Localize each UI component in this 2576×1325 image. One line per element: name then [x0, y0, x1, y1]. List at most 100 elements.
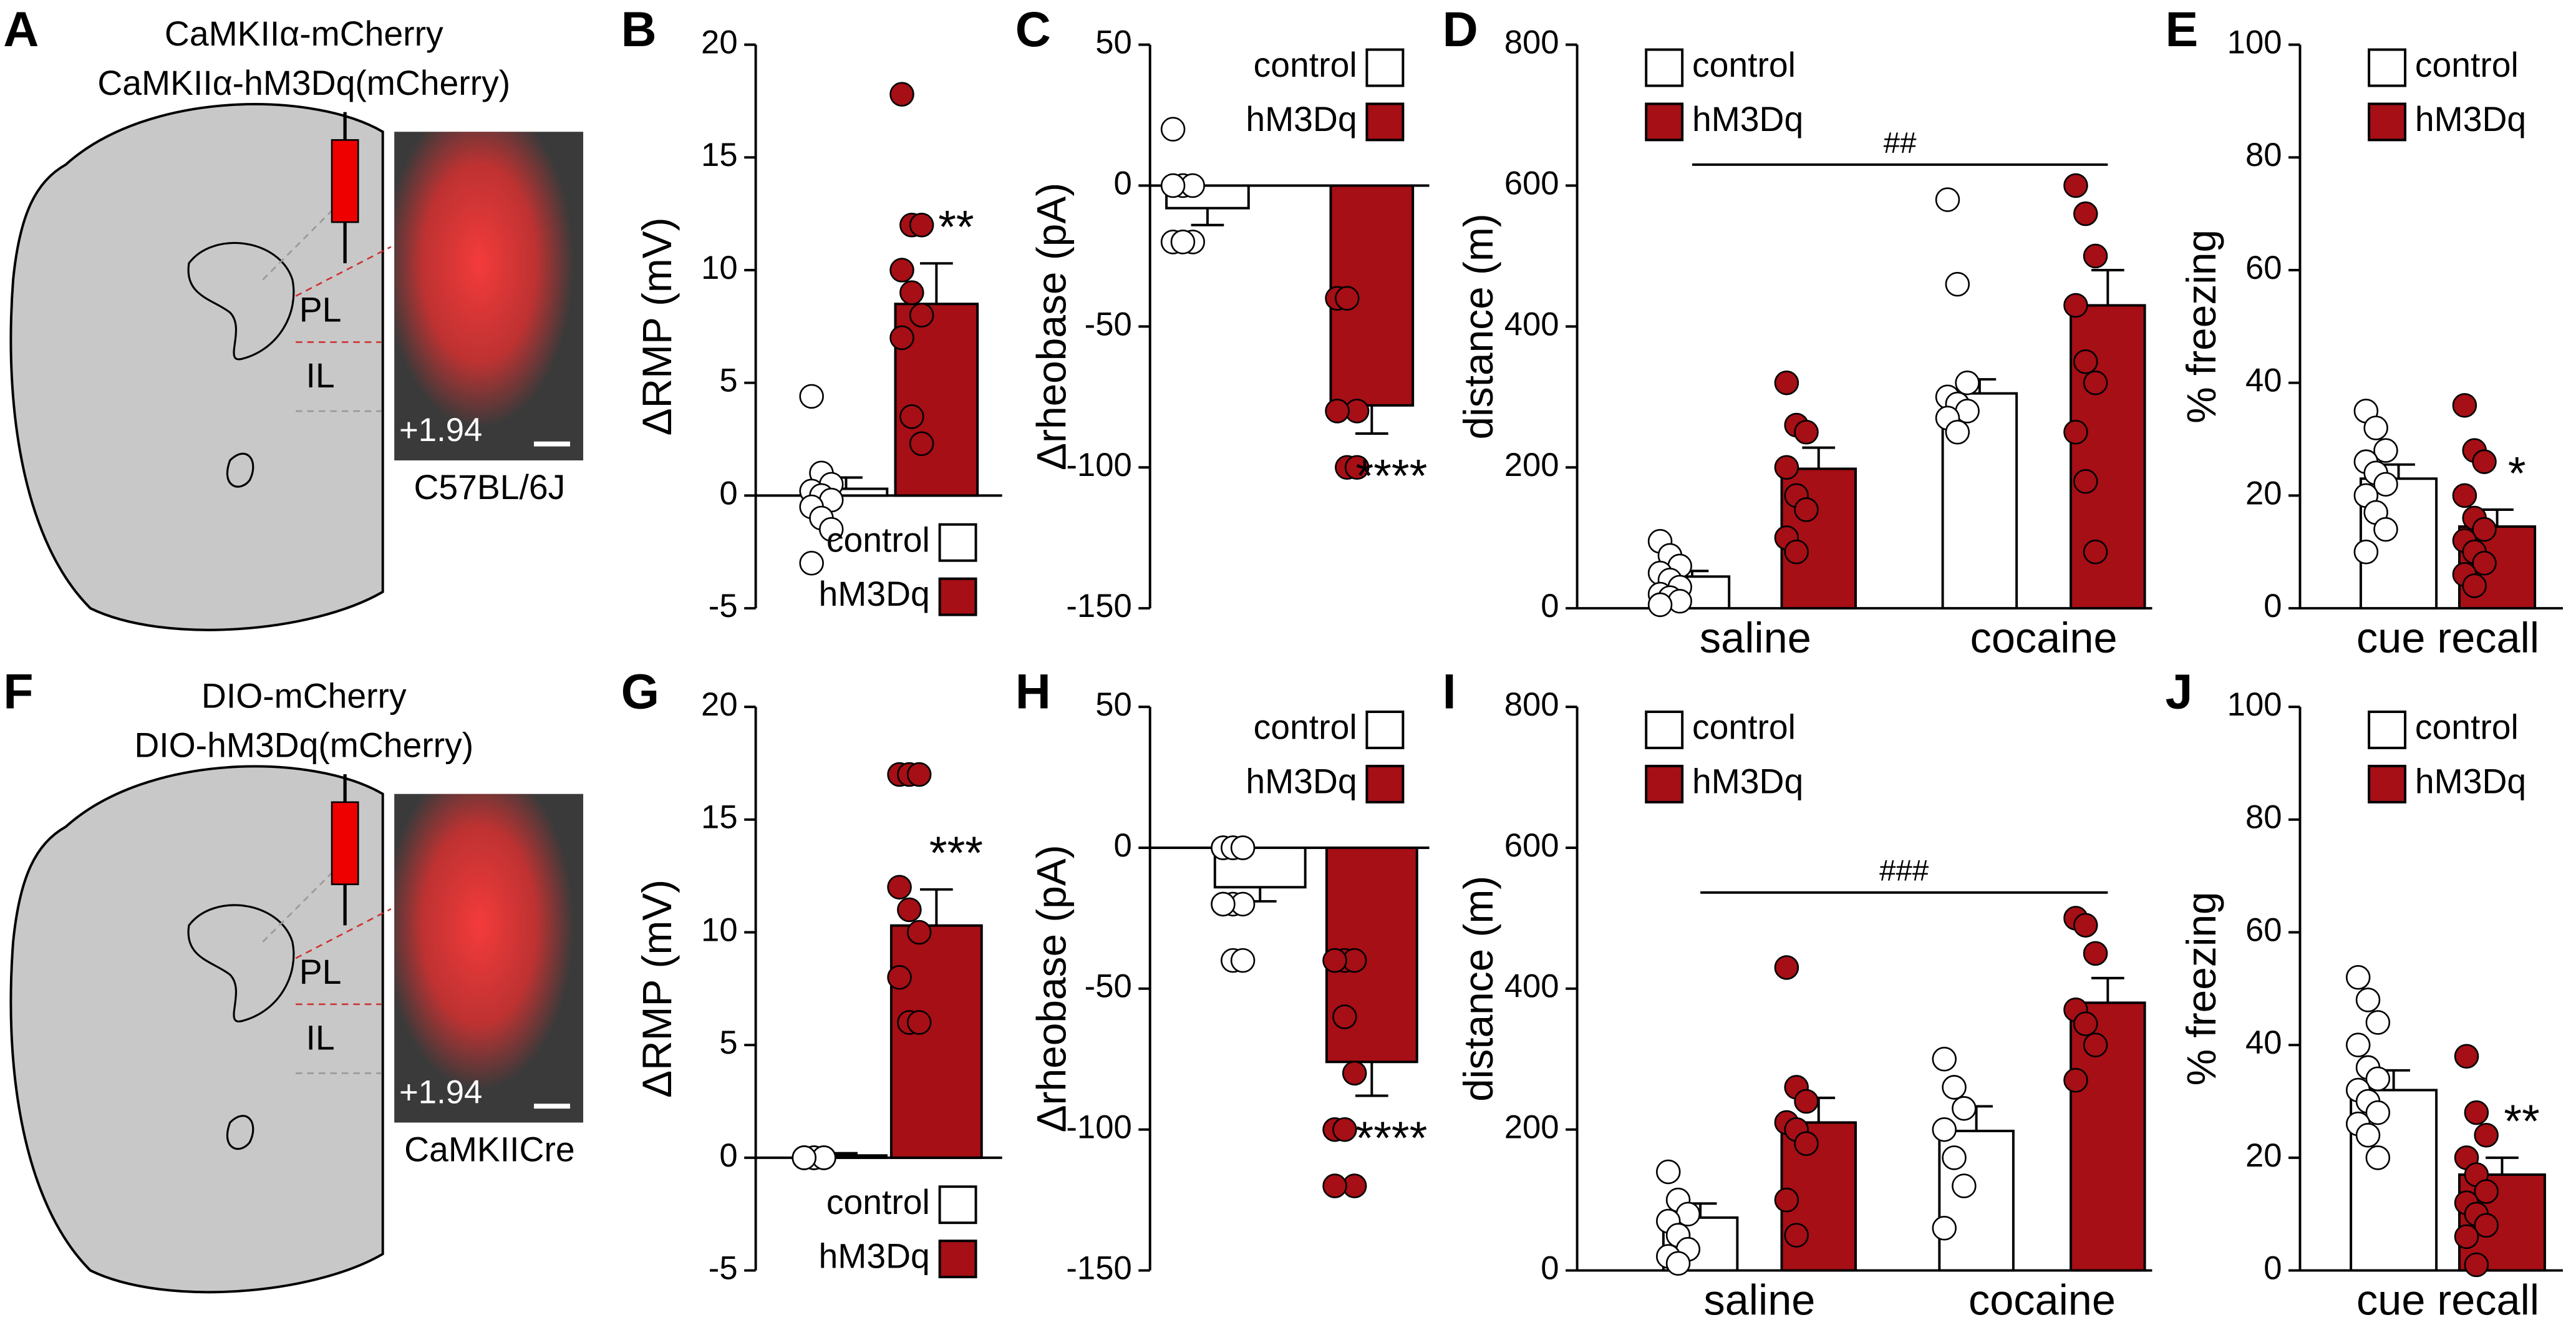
- schematic: A CaMKIIα-mCherry CaMKIIα-hM3Dq(mCherry) PL…: [3, 1, 584, 631]
- y-tick-label: 200: [1504, 1109, 1559, 1146]
- data-point: [2083, 370, 2108, 396]
- y-tick-label: 5: [719, 1024, 737, 1061]
- legend-swatch: [938, 1240, 977, 1279]
- data-point: [2063, 173, 2088, 198]
- data-point: [1230, 948, 1256, 973]
- data-point: [1342, 1060, 1367, 1086]
- legend-swatch: [2368, 102, 2407, 142]
- y-tick-label: 40: [2245, 1024, 2282, 1061]
- y-tick-label: -50: [1085, 968, 1132, 1005]
- legend-swatch: [1645, 711, 1684, 749]
- data-point: [2365, 1010, 2391, 1035]
- data-point: [1932, 1047, 1957, 1072]
- legend-swatch: [1645, 48, 1684, 87]
- chart: C Δrheobase (pA) -150 -100 -50 0 50 **** control…: [1015, 1, 1430, 624]
- legend-label: hM3Dq: [1692, 762, 1803, 801]
- significance-label: **: [2504, 1095, 2539, 1147]
- data-point: [2083, 539, 2108, 565]
- y-tick-label: 600: [1504, 827, 1559, 864]
- legend-label: hM3Dq: [2415, 762, 2526, 801]
- bar: [889, 924, 983, 1159]
- bar: [2070, 1001, 2146, 1272]
- chart: H Δrheobase (pA) -150 -100 -50 0 50 **** control…: [1015, 664, 1430, 1286]
- y-tick-label: -50: [1085, 306, 1132, 342]
- legend-label: hM3Dq: [1246, 762, 1357, 801]
- y-tick-label: 5: [719, 362, 737, 399]
- legend-swatch: [1645, 102, 1684, 142]
- syringe: [331, 801, 359, 885]
- legend-swatch: [2368, 711, 2407, 749]
- data-point: [2464, 1252, 2489, 1278]
- data-point: [2073, 201, 2098, 226]
- legend-swatch: [1365, 764, 1405, 803]
- data-point: [889, 258, 914, 283]
- chart: G ΔRMP (mV) -5 0 5 10 15 20 *** control hM3Dq: [621, 664, 1002, 1286]
- y-tick-label: 0: [1113, 827, 1131, 864]
- construct-label: DIO-mCherry: [201, 677, 407, 716]
- legend-label: hM3Dq: [819, 1237, 930, 1276]
- x-tick-label: cocaine: [1970, 614, 2118, 662]
- data-point: [1932, 1117, 1957, 1142]
- chart: J % freezing 0 20 40 60 80 100 ** cue recall contr…: [2166, 664, 2563, 1324]
- data-point: [2365, 1145, 2391, 1170]
- brain-outline: [9, 765, 384, 1294]
- panel-letter: D: [1443, 1, 1478, 57]
- legend-label: hM3Dq: [1246, 100, 1357, 138]
- legend-swatch: [938, 1185, 977, 1225]
- data-point: [2464, 1100, 2489, 1125]
- bracket-label: ##: [1884, 127, 1917, 160]
- y-tick-label: 10: [701, 250, 738, 286]
- strain-label: CaMKIICre: [404, 1130, 574, 1169]
- data-point: [2472, 551, 2497, 576]
- data-point: [2454, 1044, 2479, 1069]
- panel-letter: I: [1443, 664, 1456, 719]
- data-point: [1230, 835, 1256, 860]
- y-tick-label: 80: [2245, 137, 2282, 173]
- y-tick-label: 0: [1541, 588, 1559, 624]
- data-point: [1945, 271, 1970, 297]
- y-tick-label: 0: [719, 1137, 737, 1174]
- significance-label: ***: [929, 827, 983, 879]
- y-tick-label: 800: [1504, 686, 1559, 723]
- region-label: PL: [299, 953, 342, 991]
- y-tick-label: 40: [2245, 362, 2282, 399]
- chart: E % freezing 0 20 40 60 80 100 * cue recall contro…: [2166, 1, 2563, 662]
- data-point: [2474, 1213, 2499, 1238]
- data-point: [906, 1010, 932, 1035]
- region-label: IL: [306, 356, 335, 395]
- legend-swatch: [938, 577, 977, 616]
- data-point: [1794, 420, 1819, 445]
- data-point: [899, 404, 924, 429]
- y-tick-label: 50: [1095, 686, 1132, 723]
- data-point: [2452, 393, 2477, 418]
- y-tick-label: 15: [701, 799, 738, 836]
- data-point: [1332, 1117, 1357, 1142]
- y-axis-label: ΔRMP (mV): [634, 217, 680, 435]
- data-point: [909, 303, 934, 328]
- data-point: [1344, 455, 1370, 480]
- y-tick-label: 20: [2245, 1137, 2282, 1174]
- coordinate-label: +1.94: [399, 1074, 482, 1111]
- commissure: [226, 1115, 254, 1150]
- y-tick-label: 400: [1504, 306, 1559, 342]
- y-tick-label: 100: [2227, 686, 2282, 723]
- y-tick-label: 20: [701, 686, 738, 723]
- data-point: [1647, 592, 1673, 618]
- data-point: [889, 325, 914, 351]
- legend-label: control: [1254, 46, 1357, 84]
- panel-letter: E: [2166, 1, 2199, 57]
- data-point: [1794, 1131, 1819, 1157]
- chart: B ΔRMP (mV) -5 0 5 10 15 20 ** control hM3Dq: [621, 1, 1002, 624]
- bar: [1329, 184, 1415, 407]
- construct-label: CaMKIIα-hM3Dq(mCherry): [97, 64, 510, 102]
- data-point: [1335, 286, 1360, 311]
- data-point: [889, 82, 914, 107]
- y-tick-label: 10: [701, 911, 738, 948]
- legend-label: control: [1254, 708, 1357, 747]
- panel-letter: G: [621, 664, 659, 719]
- panel-letter: B: [621, 1, 657, 57]
- legend-label: control: [1692, 708, 1796, 747]
- data-point: [1160, 173, 1186, 198]
- legend-swatch: [2368, 764, 2407, 803]
